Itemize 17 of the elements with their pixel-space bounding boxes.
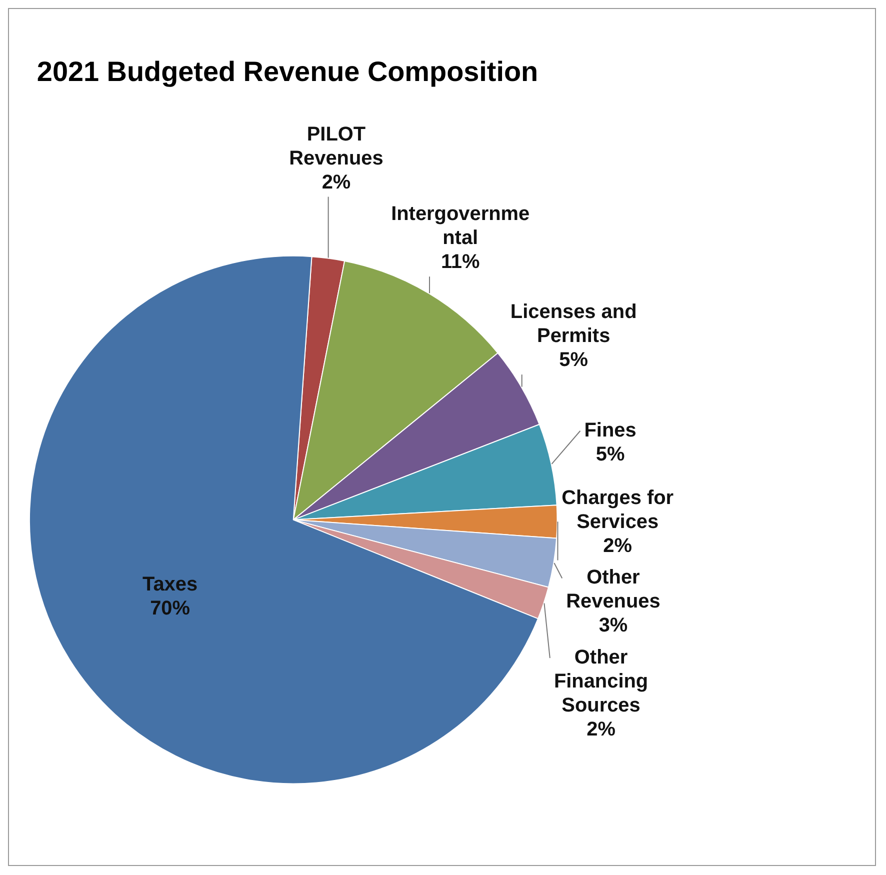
data-label: 2% [586,718,616,740]
data-label: 2% [603,534,632,557]
slice-label: Licenses and Permits [510,301,637,348]
slice-label: PILOT Revenues [289,123,384,170]
slice-label: Charges for Services [562,486,674,533]
slice-label: Intergovernmental [391,203,530,250]
data-label: 2% [322,171,351,194]
data-label: 5% [559,349,588,372]
chart-title: 2021 Budgeted Revenue Composition [36,56,538,87]
slice-label: Other Revenues [566,566,660,613]
data-label: 11% [440,251,480,274]
data-label: 5% [596,443,625,466]
slice-label: Taxes [142,573,198,596]
slice-label: Other Financing Sources [554,646,648,716]
slice-label: Fines [584,419,636,442]
data-label: 70% [150,597,190,620]
data-label: 3% [598,614,628,637]
